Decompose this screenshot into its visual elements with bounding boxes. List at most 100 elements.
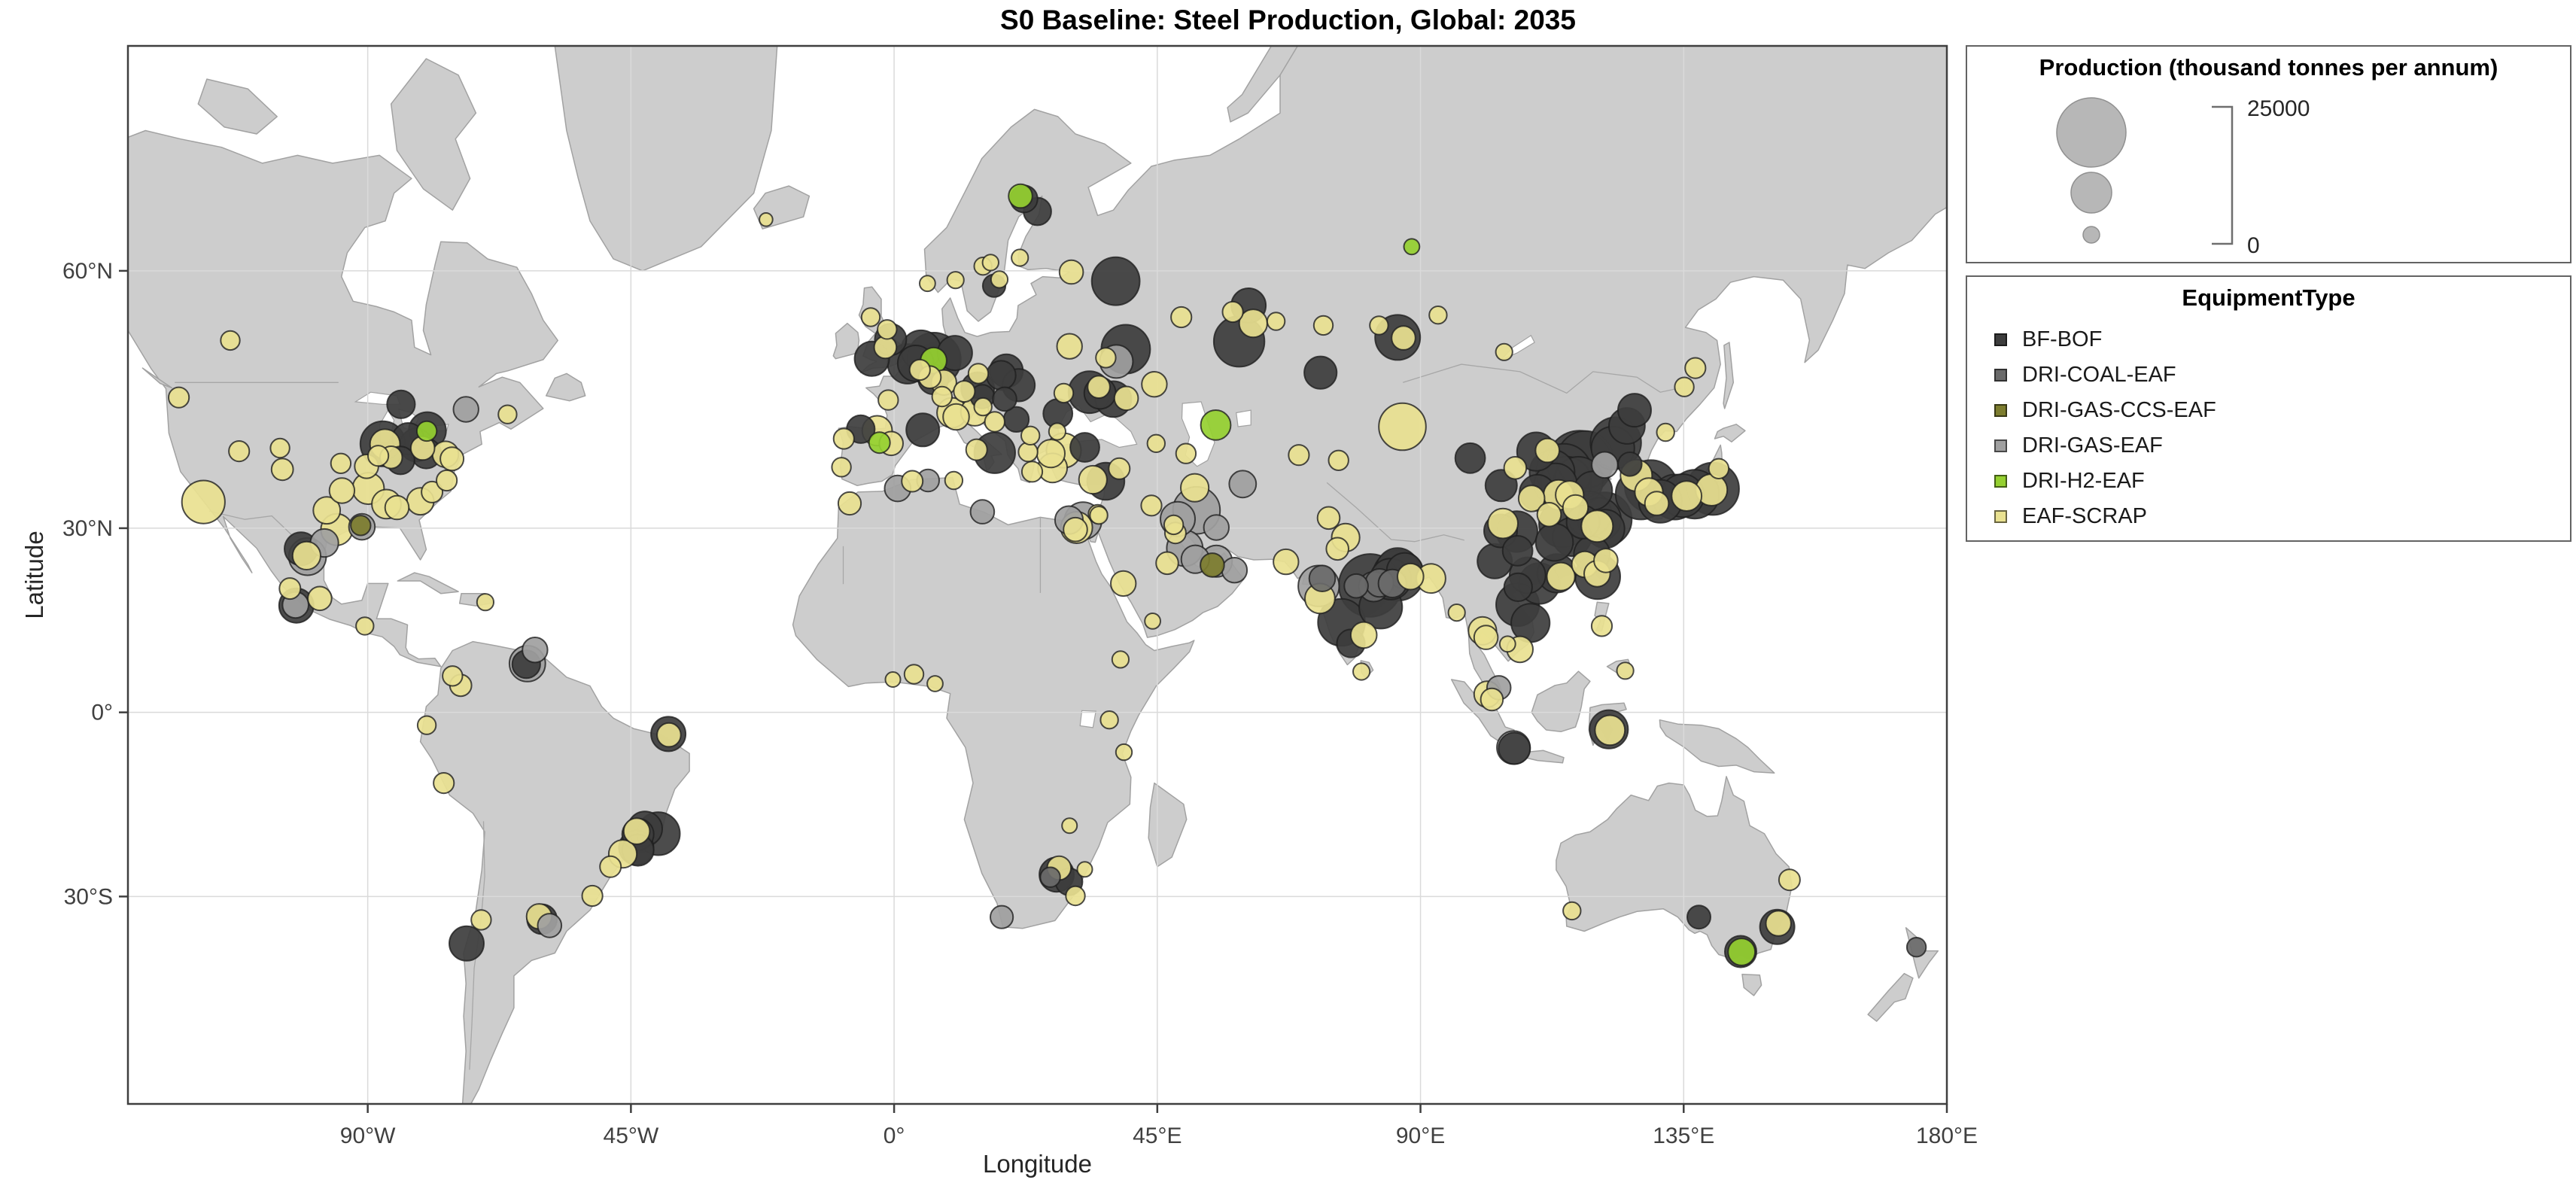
production-bubble <box>1228 470 1258 499</box>
landmass <box>1556 776 1793 960</box>
production-bubble <box>452 396 479 423</box>
type-legend-items: BF-BOF DRI-COAL-EAF DRI-GAS-CCS-EAF DRI-GAS… <box>1967 312 2570 534</box>
production-bubble <box>1053 382 1075 404</box>
production-bubble <box>981 254 1000 272</box>
production-bubble <box>1036 439 1066 469</box>
type-legend-item: DRI-GAS-CCS-EAF <box>1994 393 2570 428</box>
production-bubble <box>926 675 944 692</box>
production-bubble <box>1517 485 1546 512</box>
landmass <box>397 572 459 594</box>
size-legend-bracket-icon <box>2212 105 2234 245</box>
production-bubble <box>1017 441 1039 463</box>
size-legend-small-circle-icon <box>2082 226 2100 244</box>
country-border <box>1403 363 1681 394</box>
size-legend-title: Production (thousand tonnes per annum) <box>2039 54 2498 81</box>
production-bubble <box>656 722 682 748</box>
production-bubble <box>421 480 444 503</box>
production-bubble <box>330 452 352 474</box>
x-tick-label: 45°E <box>1133 1123 1182 1148</box>
production-bubble <box>1087 375 1111 400</box>
landmass <box>419 640 690 1104</box>
landmass <box>1867 972 1914 1022</box>
production-bubble <box>759 212 774 227</box>
production-bubble <box>901 470 924 493</box>
production-bubble <box>1671 480 1703 512</box>
production-bubble <box>1708 458 1730 479</box>
type-label: BF-BOF <box>2022 327 2103 351</box>
production-bubble <box>1495 342 1513 361</box>
production-bubble <box>1580 509 1614 543</box>
production-bubble <box>599 855 622 878</box>
production-bubble <box>1617 393 1652 428</box>
production-bubble <box>1397 562 1425 591</box>
chart-title: S0 Baseline: Steel Production, Global: 2… <box>1000 5 1576 35</box>
type-legend-item: DRI-H2-EAF <box>1994 464 2570 499</box>
production-bubble <box>476 593 495 612</box>
production-bubble <box>1078 464 1108 495</box>
production-bubble <box>1008 183 1033 209</box>
production-bubble <box>355 616 375 636</box>
production-bubble <box>181 479 226 524</box>
production-bubble <box>969 499 996 524</box>
type-label: EAF-SCRAP <box>2022 504 2147 528</box>
production-bubble <box>1656 422 1675 442</box>
production-bubble <box>1674 376 1695 397</box>
production-bubble <box>1503 572 1533 603</box>
production-bubble <box>1063 516 1088 543</box>
landmass <box>554 46 778 272</box>
type-label: DRI-GAS-EAF <box>2022 433 2163 458</box>
size-legend-medium-circle-icon <box>2070 172 2112 214</box>
type-swatch-icon <box>1994 369 2007 382</box>
production-bubble <box>1099 710 1119 730</box>
size-legend-min-label: 0 <box>2247 233 2260 258</box>
production-bubble <box>1115 743 1133 762</box>
production-bubble <box>350 515 372 537</box>
production-bubble <box>270 458 294 482</box>
production-bubble <box>1069 432 1100 463</box>
production-bubble <box>1487 507 1519 540</box>
production-bubble <box>1328 449 1349 471</box>
production-bubble <box>1503 456 1528 480</box>
production-bubble <box>497 404 518 424</box>
landmass <box>141 367 173 389</box>
production-bubble <box>328 477 356 504</box>
production-bubble <box>1562 494 1589 521</box>
production-bubble <box>442 665 464 687</box>
production-bubble <box>1273 548 1300 576</box>
production-bubble <box>1303 355 1338 390</box>
production-bubble <box>868 431 891 455</box>
production-bubble <box>449 925 485 962</box>
production-bubble <box>436 469 458 492</box>
production-bubble <box>984 411 1006 433</box>
production-bubble <box>1778 868 1801 892</box>
production-bubble <box>622 817 651 845</box>
production-bubble <box>278 577 302 600</box>
production-bubble <box>291 540 321 571</box>
production-bubble <box>903 664 925 685</box>
production-bubble <box>1039 866 1061 888</box>
production-bubble <box>1090 256 1141 306</box>
production-bubble <box>1765 910 1792 937</box>
production-bubble <box>1170 306 1193 329</box>
production-bubble <box>312 496 342 525</box>
production-bubble <box>877 389 899 411</box>
type-swatch-icon <box>1994 333 2007 346</box>
production-bubble <box>168 386 190 409</box>
production-bubble <box>1594 714 1626 746</box>
type-legend-item: DRI-COAL-EAF <box>1994 357 2570 393</box>
production-bubble <box>1048 422 1067 441</box>
production-bubble <box>1591 451 1619 479</box>
y-axis-label: Latitude <box>20 531 48 619</box>
production-bubble <box>1534 437 1560 464</box>
production-bubble <box>1349 621 1378 649</box>
production-bubble <box>832 427 855 450</box>
landmass <box>128 129 558 667</box>
production-bubble <box>953 380 976 403</box>
landmass <box>1227 46 1299 123</box>
production-bubble <box>1546 561 1576 591</box>
lake <box>1236 409 1252 427</box>
production-bubble <box>1144 613 1161 630</box>
production-bubble <box>1403 238 1421 256</box>
